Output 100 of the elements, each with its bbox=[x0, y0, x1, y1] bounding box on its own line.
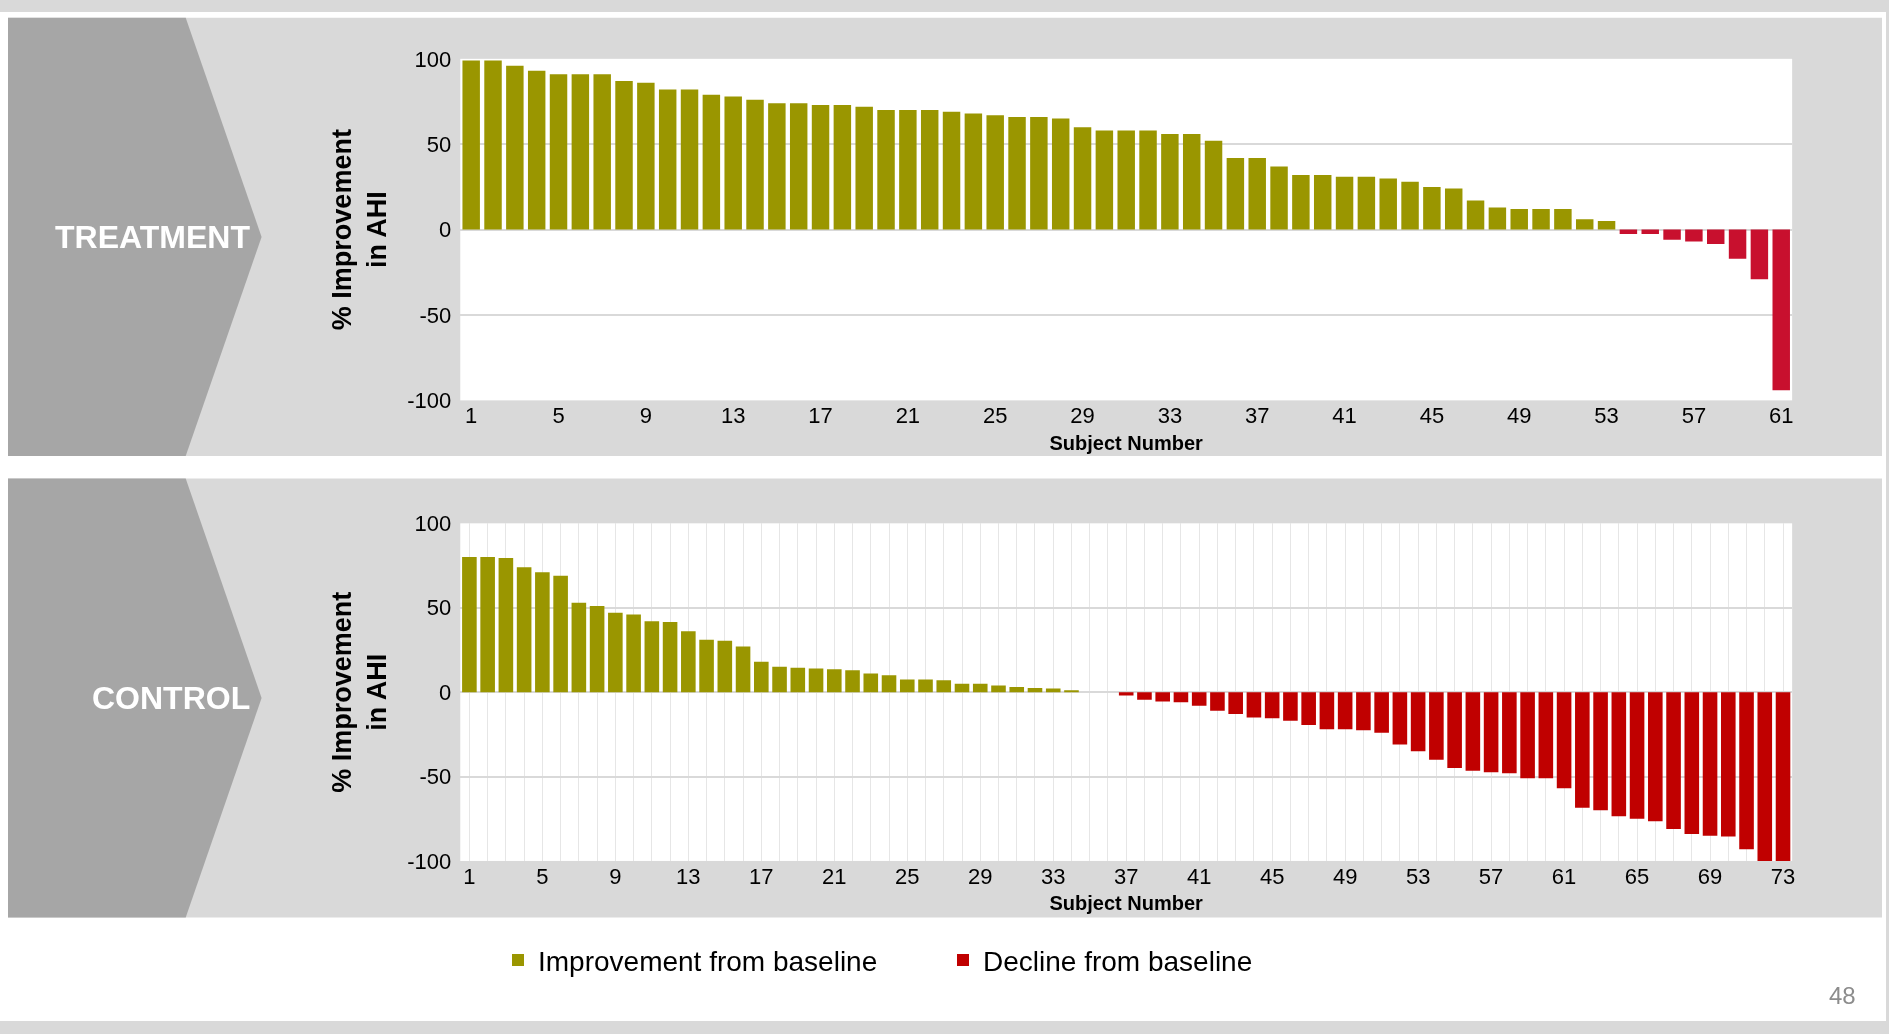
y-axis-title: % Improvement in AHI bbox=[327, 129, 393, 331]
bar bbox=[768, 103, 786, 230]
bar bbox=[1556, 692, 1572, 789]
bar bbox=[1641, 229, 1659, 234]
bar bbox=[1663, 229, 1681, 240]
bar bbox=[549, 74, 568, 230]
x-tick-label: 61 bbox=[1768, 403, 1794, 429]
bar bbox=[1575, 692, 1590, 808]
bar bbox=[1410, 692, 1426, 752]
bar bbox=[1030, 116, 1048, 230]
bar bbox=[527, 70, 546, 230]
bar bbox=[1629, 692, 1645, 819]
bar bbox=[1301, 692, 1316, 726]
bar bbox=[833, 104, 852, 230]
bar bbox=[1374, 692, 1389, 733]
y-tick-label: 50 bbox=[426, 131, 452, 157]
bar bbox=[772, 666, 787, 693]
bar bbox=[1118, 692, 1134, 696]
bar bbox=[1775, 692, 1791, 861]
bar bbox=[637, 82, 655, 230]
bar bbox=[1707, 229, 1725, 245]
y-tick-label: 0 bbox=[439, 679, 452, 705]
y-tick-label: 50 bbox=[426, 595, 452, 621]
bar bbox=[1191, 692, 1207, 706]
x-tick-label: 41 bbox=[1186, 863, 1212, 889]
bar bbox=[1248, 157, 1266, 230]
bar bbox=[1009, 687, 1025, 693]
x-tick-label: 45 bbox=[1259, 863, 1285, 889]
bar bbox=[589, 606, 605, 693]
bar bbox=[1483, 692, 1499, 773]
bar bbox=[1064, 690, 1079, 693]
bar bbox=[1095, 130, 1114, 230]
bar bbox=[1270, 166, 1288, 230]
bar bbox=[735, 646, 751, 693]
bar bbox=[1246, 692, 1262, 718]
bar bbox=[1520, 692, 1535, 779]
bar bbox=[954, 683, 970, 693]
legend-label: Decline from baseline bbox=[983, 945, 1253, 977]
y-tick-label: -100 bbox=[407, 388, 452, 414]
bar bbox=[1444, 188, 1463, 230]
bar bbox=[1226, 157, 1245, 230]
bar bbox=[680, 89, 699, 230]
bar bbox=[571, 74, 590, 230]
bar bbox=[462, 557, 477, 693]
x-tick-label: 37 bbox=[1244, 403, 1270, 429]
bar bbox=[702, 94, 721, 230]
x-tick-label: 33 bbox=[1157, 403, 1183, 429]
bar bbox=[1619, 229, 1638, 234]
x-tick-label: 37 bbox=[1113, 863, 1139, 889]
x-tick-label: 21 bbox=[822, 863, 847, 889]
bar bbox=[1137, 692, 1152, 700]
bar bbox=[608, 612, 623, 693]
bar bbox=[1648, 692, 1663, 822]
bar bbox=[571, 602, 587, 693]
x-tick-label: 13 bbox=[720, 403, 746, 429]
bar bbox=[1379, 178, 1397, 230]
x-tick-label: 13 bbox=[676, 863, 701, 889]
x-tick-label: 1 bbox=[465, 403, 478, 429]
x-tick-label: 45 bbox=[1419, 403, 1445, 429]
x-tick-label: 5 bbox=[536, 863, 549, 889]
bar bbox=[1757, 692, 1773, 861]
bar bbox=[1008, 116, 1026, 230]
x-tick-label: 29 bbox=[1070, 403, 1095, 429]
bar bbox=[699, 639, 714, 693]
x-tick-label: 61 bbox=[1551, 863, 1577, 889]
bar bbox=[1685, 229, 1703, 242]
bar bbox=[1392, 692, 1408, 745]
bar bbox=[1532, 209, 1550, 230]
text: TREATMENT bbox=[55, 219, 251, 255]
x-tick-label: 69 bbox=[1697, 863, 1723, 889]
bar bbox=[1502, 692, 1517, 774]
bar bbox=[516, 567, 532, 693]
x-tick-label: 65 bbox=[1624, 863, 1650, 889]
bar bbox=[1182, 133, 1201, 230]
bar bbox=[1173, 692, 1189, 703]
bar bbox=[681, 631, 696, 693]
bar bbox=[1264, 692, 1280, 719]
bar bbox=[811, 104, 830, 230]
bar bbox=[1423, 186, 1441, 230]
bar bbox=[1027, 688, 1043, 693]
bar bbox=[1575, 219, 1594, 230]
bar bbox=[1139, 130, 1157, 230]
bar bbox=[480, 557, 495, 693]
x-tick-label: 1 bbox=[463, 863, 476, 889]
text: CONTROL bbox=[92, 680, 251, 716]
bar bbox=[789, 103, 808, 230]
bar bbox=[615, 81, 633, 230]
bar bbox=[1401, 181, 1419, 230]
bar bbox=[877, 110, 895, 230]
bar bbox=[1728, 229, 1747, 259]
x-axis-title: Subject Number bbox=[1049, 892, 1204, 915]
bar bbox=[899, 679, 915, 693]
bar bbox=[1204, 140, 1223, 230]
bar bbox=[1357, 176, 1376, 230]
bar bbox=[1073, 127, 1092, 230]
x-tick-label: 21 bbox=[895, 403, 921, 429]
x-tick-label: 53 bbox=[1594, 403, 1619, 429]
y-tick-label: -100 bbox=[407, 848, 452, 874]
bar bbox=[1335, 176, 1354, 230]
bar bbox=[863, 673, 879, 693]
